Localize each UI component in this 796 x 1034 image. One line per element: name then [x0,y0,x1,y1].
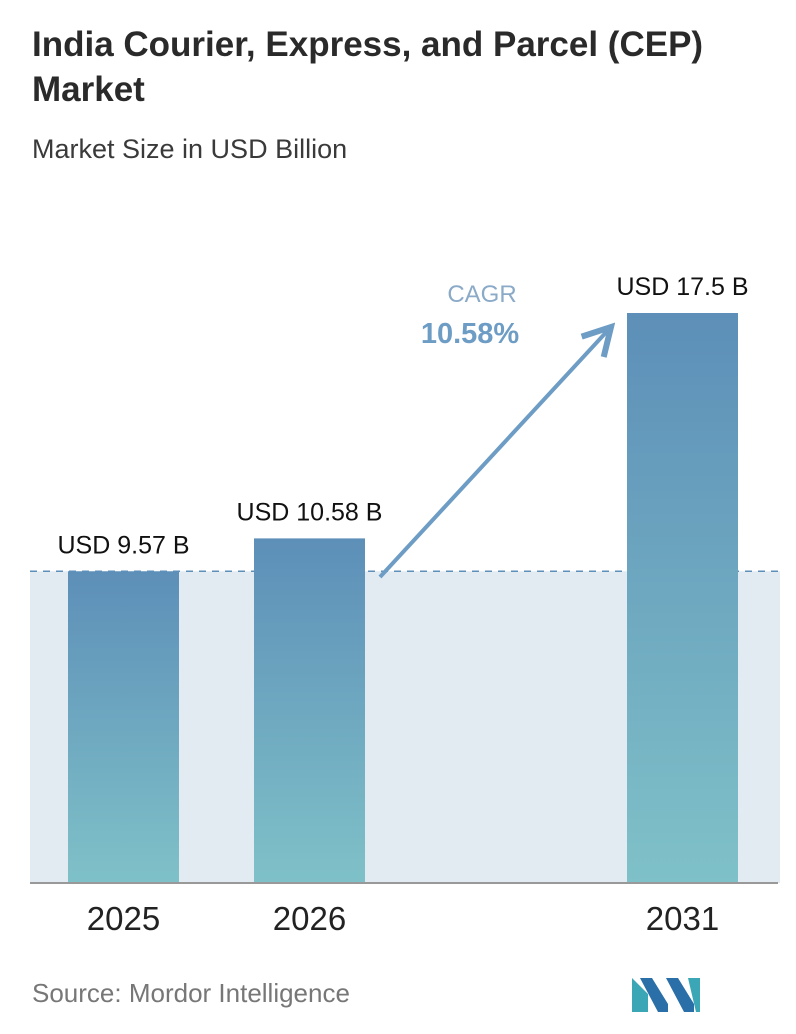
mordor-intelligence-logo-icon [632,978,700,1012]
source-note: Source: Mordor Intelligence [32,978,350,1008]
x-tick-2031: 2031 [646,900,719,937]
data-label-2026: USD 10.58 B [237,498,383,526]
cagr-arrow-icon [378,327,611,579]
x-tick-2026: 2026 [273,900,346,937]
data-label-2025: USD 9.57 B [57,531,189,559]
data-label-2031: USD 17.5 B [616,273,748,301]
chart-title: India Courier, Express, and Parcel (CEP)… [32,25,704,109]
chart-subtitle: Market Size in USD Billion [32,134,348,164]
bar-2026 [254,538,365,883]
bar-2031 [627,313,738,883]
bar-chart: USD 9.57 B 2025 USD 10.58 B 2026 USD 17.5 B 2… [30,273,782,937]
cagr-value: 10.58% [421,318,520,350]
cagr-label: CAGR [447,281,516,308]
x-tick-2025: 2025 [87,900,160,937]
bar-2025 [68,571,179,883]
